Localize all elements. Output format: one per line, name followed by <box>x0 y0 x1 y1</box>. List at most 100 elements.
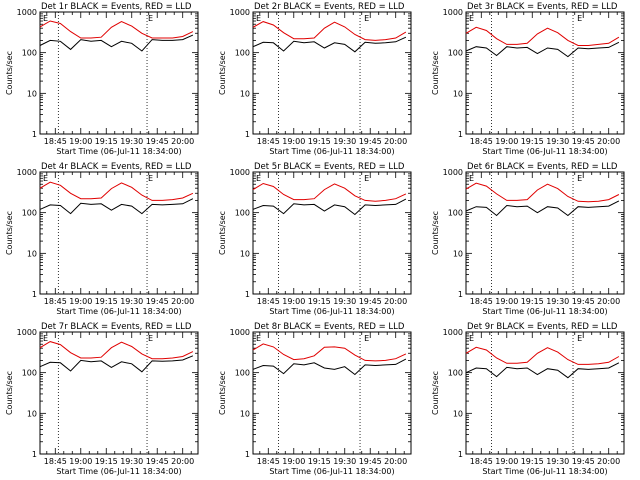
x-tick-label: 19:15 <box>521 457 544 466</box>
panel-title: Det 1r BLACK = Events, RED = LLD <box>41 2 192 12</box>
panel-det-8r: Det 8r BLACK = Events, RED = LLD 1 10 100 10… <box>218 322 412 476</box>
panel-title: Det 4r BLACK = Events, RED = LLD <box>41 162 192 172</box>
y-axis-label: Counts/sec <box>218 51 227 95</box>
y-tick-label: 1 <box>458 130 463 139</box>
y-tick-label: 10 <box>240 249 250 258</box>
series-line-events <box>252 198 407 216</box>
y-tick-label: 10 <box>240 89 250 98</box>
y-tick-label: 1 <box>245 130 250 139</box>
x-tick-label: 19:30 <box>333 297 356 306</box>
x-tick-label: 19:15 <box>95 457 118 466</box>
x-tick-label: 19:45 <box>146 457 169 466</box>
y-tick-label: 100 <box>235 369 250 378</box>
event-marker-label: E <box>469 14 474 23</box>
y-tick-label: 1000 <box>443 168 463 177</box>
panel-det-6r: Det 6r BLACK = Events, RED = LLD 1 10 100 10… <box>431 162 625 316</box>
x-tick-label: 18:45 <box>470 297 493 306</box>
x-tick-label: 19:30 <box>120 297 143 306</box>
series-line-events <box>465 41 620 58</box>
y-tick-label: 10 <box>453 89 463 98</box>
y-tick-label: 100 <box>22 369 37 378</box>
series-line-events <box>252 36 407 53</box>
x-tick-label: 19:45 <box>359 457 382 466</box>
x-tick-label: 19:45 <box>359 137 382 146</box>
event-marker-label: E <box>43 174 48 183</box>
x-tick-label: 18:45 <box>44 457 67 466</box>
x-axis-label: Start Time (06-Jul-11 18:34:00) <box>482 307 607 316</box>
y-axis-label: Counts/sec <box>431 51 440 95</box>
x-tick-label: 19:00 <box>282 137 305 146</box>
x-tick-label: 19:15 <box>95 137 118 146</box>
x-tick-label: 19:15 <box>308 137 331 146</box>
plot-frame <box>465 171 625 295</box>
y-tick-label: 100 <box>448 49 463 58</box>
series-line-events <box>465 200 620 217</box>
y-tick-label: 10 <box>453 409 463 418</box>
event-marker-label: E <box>43 334 48 343</box>
x-tick-label: 19:00 <box>69 137 92 146</box>
event-marker-label: E <box>43 14 48 23</box>
x-axis-label: Start Time (06-Jul-11 18:34:00) <box>269 307 394 316</box>
y-tick-label: 1000 <box>443 328 463 337</box>
y-tick-label: 100 <box>22 49 37 58</box>
plot-frame <box>252 11 412 135</box>
panel-title: Det 5r BLACK = Events, RED = LLD <box>254 162 405 172</box>
y-axis-label: Counts/sec <box>5 51 14 95</box>
event-marker-label: E <box>577 14 582 23</box>
panel-title: Det 2r BLACK = Events, RED = LLD <box>254 2 405 12</box>
panel-title: Det 8r BLACK = Events, RED = LLD <box>254 322 405 332</box>
series-line-lld <box>39 341 194 360</box>
y-tick-label: 100 <box>235 209 250 218</box>
x-tick-label: 19:45 <box>146 137 169 146</box>
event-marker-label: E <box>148 14 153 23</box>
x-axis-label: Start Time (06-Jul-11 18:34:00) <box>269 467 394 476</box>
x-tick-label: 19:30 <box>546 297 569 306</box>
x-tick-label: 20:00 <box>171 457 194 466</box>
plot-frame <box>465 11 625 135</box>
x-tick-label: 18:45 <box>470 137 493 146</box>
x-tick-label: 19:45 <box>572 137 595 146</box>
x-axis-label: Start Time (06-Jul-11 18:34:00) <box>56 147 181 156</box>
x-tick-label: 19:30 <box>546 457 569 466</box>
x-tick-label: 20:00 <box>384 457 407 466</box>
x-tick-label: 20:00 <box>597 137 620 146</box>
event-marker-label: E <box>364 14 369 23</box>
y-tick-label: 1000 <box>230 168 250 177</box>
y-tick-label: 1 <box>458 290 463 299</box>
series-line-events <box>39 198 194 215</box>
y-tick-label: 1 <box>458 450 463 459</box>
panel-title: Det 3r BLACK = Events, RED = LLD <box>467 2 618 12</box>
y-tick-label: 1 <box>32 450 37 459</box>
event-marker-label: E <box>577 334 582 343</box>
y-tick-label: 100 <box>448 209 463 218</box>
plot-frame <box>252 331 412 455</box>
x-tick-label: 19:15 <box>95 297 118 306</box>
panel-det-2r: Det 2r BLACK = Events, RED = LLD 1 10 100 10… <box>218 2 412 156</box>
y-tick-label: 1000 <box>17 328 37 337</box>
panel-det-3r: Det 3r BLACK = Events, RED = LLD 1 10 100 10… <box>431 2 625 156</box>
x-tick-label: 19:45 <box>572 457 595 466</box>
series-line-events <box>465 362 620 379</box>
panel-title: Det 9r BLACK = Events, RED = LLD <box>467 322 618 332</box>
x-axis-label: Start Time (06-Jul-11 18:34:00) <box>269 147 394 156</box>
x-tick-label: 19:15 <box>521 137 544 146</box>
y-axis-label: Counts/sec <box>431 371 440 415</box>
x-tick-label: 18:45 <box>257 297 280 306</box>
x-tick-label: 19:15 <box>308 457 331 466</box>
event-marker-label: E <box>577 174 582 183</box>
x-tick-label: 19:45 <box>572 297 595 306</box>
x-tick-label: 19:00 <box>495 297 518 306</box>
event-marker-label: E <box>469 174 474 183</box>
panel-det-1r: Det 1r BLACK = Events, RED = LLD 1 10 100 10… <box>5 2 199 156</box>
x-tick-label: 20:00 <box>171 297 194 306</box>
x-tick-label: 19:30 <box>120 457 143 466</box>
plot-frame <box>252 171 412 295</box>
panel-det-7r: Det 7r BLACK = Events, RED = LLD 1 10 100 10… <box>5 322 199 476</box>
y-tick-label: 1 <box>32 290 37 299</box>
y-tick-label: 1 <box>245 290 250 299</box>
y-tick-label: 100 <box>235 49 250 58</box>
event-marker-label: E <box>256 334 261 343</box>
series-line-lld <box>465 26 620 46</box>
y-tick-label: 10 <box>27 409 37 418</box>
y-tick-label: 1000 <box>230 328 250 337</box>
